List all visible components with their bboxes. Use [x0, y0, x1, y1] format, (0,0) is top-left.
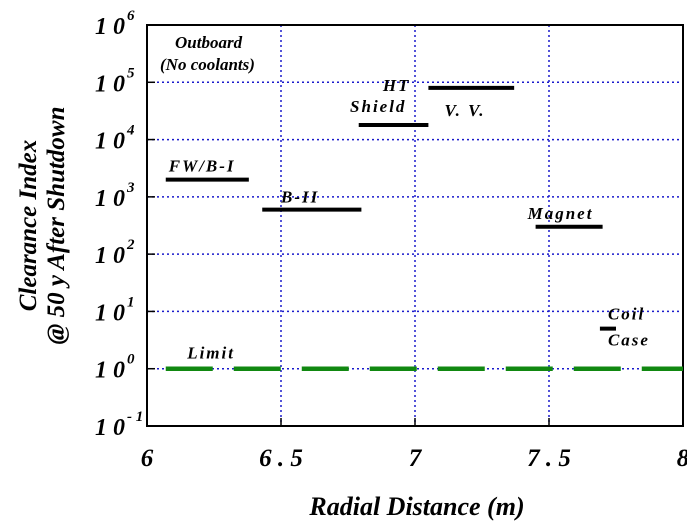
segment-label: Case — [608, 331, 650, 350]
y-tick-exponent: 2 — [126, 237, 135, 253]
x-axis-ticks: 6 6 . 5 7 7 . 5 8 — [141, 418, 687, 472]
y-tick-base: 1 0 — [95, 71, 125, 97]
x-tick-label: 7 — [409, 445, 423, 472]
segment-label: FW/B-I — [168, 157, 236, 176]
y-tick-base: 1 0 — [95, 300, 125, 326]
segment-labels: FW/B-I B-II HT Shield V. V. Magnet Coil Case Lim… — [168, 76, 650, 363]
y-tick-exponent: 4 — [126, 123, 135, 139]
y-tick-base: 1 0 — [95, 415, 125, 441]
annotation-no-coolants: (No coolants) — [160, 55, 255, 74]
y-tick-base: 1 0 — [95, 358, 125, 384]
segment-label: V. V. — [444, 101, 485, 120]
y-axis-label-line2: @ 50 y After Shutdown — [43, 107, 70, 345]
x-axis-label: Radial Distance (m) — [308, 492, 524, 521]
y-tick-label: 1 0- 1 — [95, 409, 143, 441]
y-tick-base: 1 0 — [95, 129, 125, 155]
y-tick-exponent: 0 — [127, 352, 135, 368]
x-tick-label: 7 . 5 — [527, 445, 571, 472]
x-tick-label: 6 . 5 — [259, 445, 303, 472]
y-tick-base: 1 0 — [95, 243, 125, 269]
y-tick-exponent: 6 — [127, 8, 135, 24]
segment-label: Coil — [608, 305, 645, 324]
limit-label: Limit — [186, 344, 235, 363]
segment-label: B-II — [280, 188, 319, 207]
x-tick-label: 6 — [141, 445, 154, 472]
data-marks — [165, 85, 683, 371]
y-tick-exponent: 1 — [127, 294, 135, 310]
x-tick-label: 8 — [677, 445, 687, 472]
segment-label: Shield — [350, 97, 406, 116]
segment-label: HT — [382, 76, 411, 95]
y-tick-exponent: 3 — [126, 180, 135, 196]
y-tick-base: 1 0 — [95, 14, 125, 40]
y-tick-exponent: 5 — [127, 65, 135, 81]
y-tick-exponent: - 1 — [127, 409, 143, 425]
annotation-outboard: Outboard — [175, 33, 243, 52]
y-tick-base: 1 0 — [95, 186, 125, 212]
segment-label: Magnet — [527, 204, 594, 223]
y-axis-label-line1: Clearance Index — [15, 140, 42, 312]
